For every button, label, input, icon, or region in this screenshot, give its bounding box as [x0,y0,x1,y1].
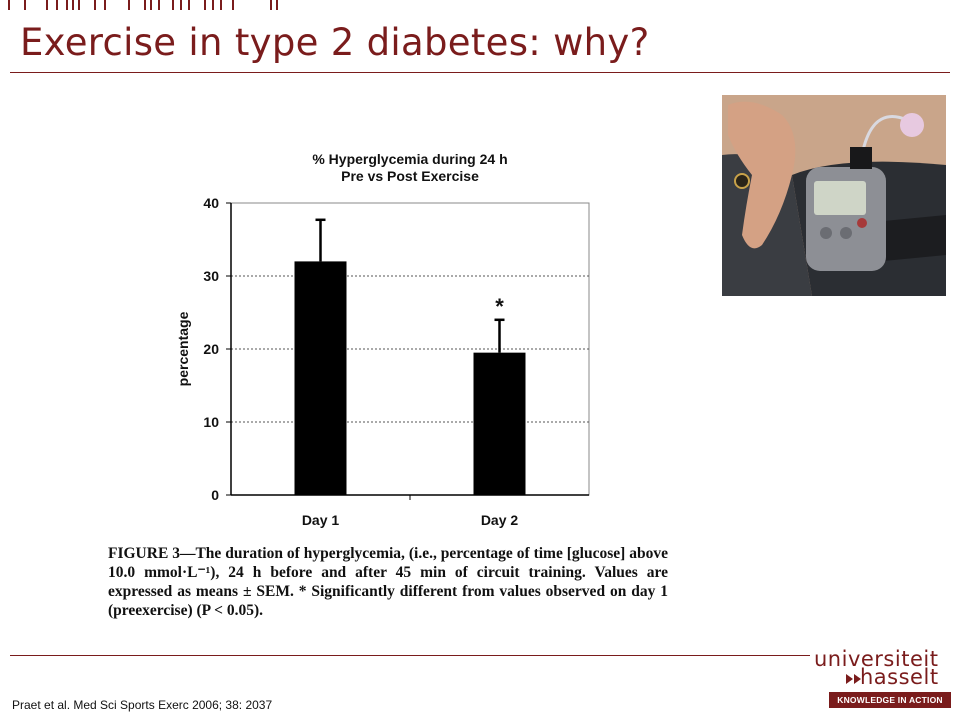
decoration-bars [8,0,278,10]
logo-line-1: universiteit [814,647,939,671]
citation-text: Praet et al. Med Sci Sports Exerc 2006; … [12,698,273,712]
logo-line-2: hasselt [860,665,939,689]
significance-marker: * [495,294,504,319]
x-tick-label: Day 1 [302,512,340,528]
y-tick-label: 20 [203,341,219,357]
title-decoration-marks [8,0,278,10]
y-tick-label: 30 [203,268,219,284]
y-tick-label: 40 [203,195,219,211]
chart-title-line-1: % Hyperglycemia during 24 h [312,151,508,167]
logo-arrows-icon [846,674,861,684]
title-divider [10,72,950,73]
y-tick-label: 0 [211,487,219,503]
chart-title-line-2: Pre vs Post Exercise [341,168,479,184]
insulin-pump-photo [722,95,946,296]
university-logo: universiteit hasselt KNOWLEDGE IN ACTION [812,648,952,714]
bar-day-2 [473,352,526,495]
footer-divider [10,655,810,656]
slide-title: Exercise in type 2 diabetes: why? [20,21,650,64]
bar-day-1 [294,261,347,495]
logo-tagline: KNOWLEDGE IN ACTION [829,692,951,708]
y-axis-label: percentage [175,311,191,386]
x-tick-label: Day 2 [481,512,519,528]
y-tick-label: 10 [203,414,219,430]
figure-caption: FIGURE 3—The duration of hyperglycemia, … [108,545,668,619]
